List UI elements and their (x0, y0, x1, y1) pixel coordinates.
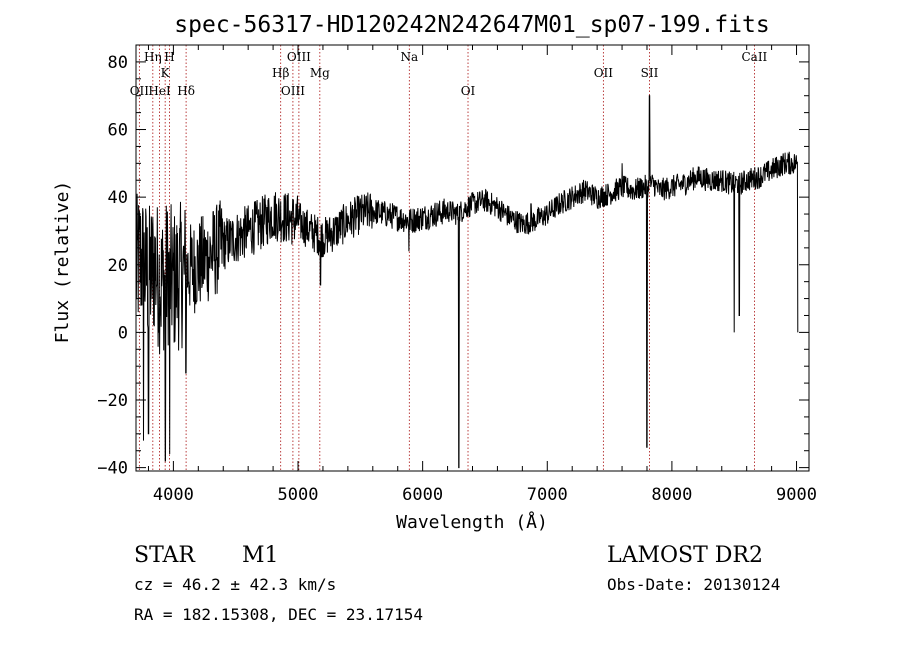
x-tick-label: 4000 (153, 485, 194, 505)
emission-line-label: OIII (287, 50, 311, 64)
coordinates: RA = 182.15308, DEC = 23.17154 (134, 605, 423, 624)
x-axis-ticks: 4000 5000 6000 7000 8000 9000 (147, 45, 817, 505)
y-tick-label: −20 (97, 391, 128, 411)
emission-line-label: Mg (310, 66, 330, 80)
emission-line-label: OII (594, 66, 614, 80)
x-tick-label: 8000 (651, 485, 692, 505)
emission-line-label: OIII (281, 84, 305, 98)
emission-line-label: Hη (144, 50, 162, 64)
emission-line-label: K (161, 66, 171, 80)
y-tick-label: 60 (108, 121, 128, 141)
emission-line-markers (138, 45, 755, 471)
object-subclass: M1 (242, 543, 279, 568)
x-axis-label: Wavelength (Å) (396, 511, 548, 533)
emission-line-label: OII (130, 84, 150, 98)
emission-line-label: Hδ (177, 84, 195, 98)
emission-line-label: SII (641, 66, 659, 80)
x-tick-label: 7000 (527, 485, 568, 505)
emission-line-label: HeI (148, 84, 171, 98)
emission-line-label: Na (400, 50, 418, 64)
plot-frame (135, 44, 810, 472)
emission-line-label: Hβ (272, 66, 289, 80)
y-axis-label: Flux (relative) (52, 181, 73, 344)
survey-name: LAMOST DR2 (607, 543, 763, 568)
emission-line-label: CaII (741, 50, 767, 64)
y-tick-label: −40 (97, 459, 128, 479)
y-tick-label: 80 (108, 53, 128, 73)
redshift-velocity: cz = 46.2 ± 42.3 km/s (134, 575, 336, 594)
x-tick-label: 5000 (278, 485, 319, 505)
emission-line-label: OI (461, 84, 476, 98)
y-tick-label: 0 (118, 323, 128, 343)
observation-date: Obs-Date: 20130124 (607, 575, 780, 594)
object-class: STAR (134, 543, 196, 568)
emission-line-labels: OII Hη HeI KH Hδ Hβ OIII OIII Mg Na OI OII SII CaII (130, 50, 768, 98)
y-axis-ticks: −40 −20 0 20 40 60 80 (97, 53, 809, 479)
x-tick-label: 9000 (776, 485, 817, 505)
y-tick-label: 40 (108, 188, 128, 208)
emission-line-label: H (164, 50, 174, 64)
spectrum-line (135, 95, 799, 469)
y-tick-label: 20 (108, 256, 128, 276)
x-tick-label: 6000 (402, 485, 443, 505)
chart-title: spec-56317-HD120242N242647M01_sp07-199.f… (174, 12, 769, 38)
